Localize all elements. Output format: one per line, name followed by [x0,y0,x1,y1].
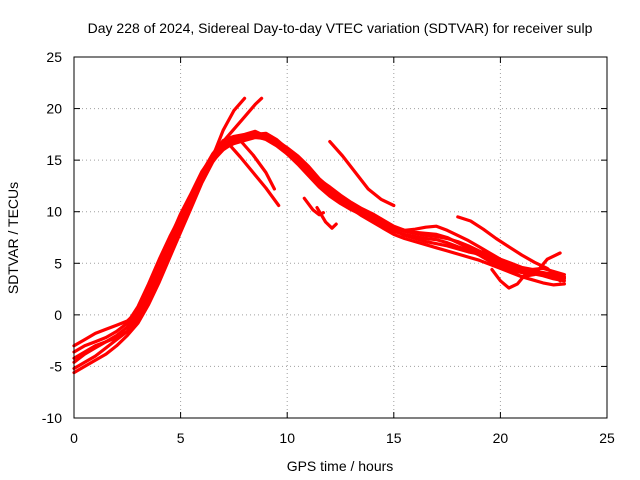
series-line-spur-c [225,141,281,208]
x-axis-label: GPS time / hours [287,458,394,474]
plot-frame [73,56,608,419]
series-line-trace-2 [72,133,567,364]
y-tick-label: 5 [54,255,62,271]
x-tick-label: 0 [70,430,78,446]
series-line-spur-d [238,138,276,191]
series-line-trace-5 [72,134,567,375]
y-tick-label: 10 [46,204,62,220]
x-tick-label: 5 [177,430,185,446]
x-tick-label: 15 [386,430,402,446]
y-tick-label: -10 [42,410,62,426]
x-tick-label: 20 [493,430,509,446]
series-line-spur-g [328,140,396,208]
series-line-trace-3 [72,129,567,354]
series-line-spur-b [221,96,264,144]
series-line-spur-a [211,96,247,159]
x-tick-label: 25 [599,430,615,446]
series-line-spur-f [315,206,338,230]
data-series-group [72,96,567,375]
y-tick-label: 0 [54,307,62,323]
series-line-spur-j [490,267,528,290]
y-tick-label: -5 [50,358,63,374]
y-tick-label: 25 [46,49,62,65]
chart-title: Day 228 of 2024, Sidereal Day-to-day VTE… [88,20,593,36]
grid-lines [74,57,607,418]
series-line-trace-6 [72,131,567,360]
axis-ticks: 0 5 10 15 20 25 -10 -5 0 5 10 15 20 25 [42,49,615,446]
y-tick-label: 20 [46,101,62,117]
series-line-trace-1 [72,131,567,371]
y-tick-label: 15 [46,152,62,168]
y-axis-label: SDTVAR / TECUs [5,182,21,294]
x-tick-label: 10 [279,430,295,446]
